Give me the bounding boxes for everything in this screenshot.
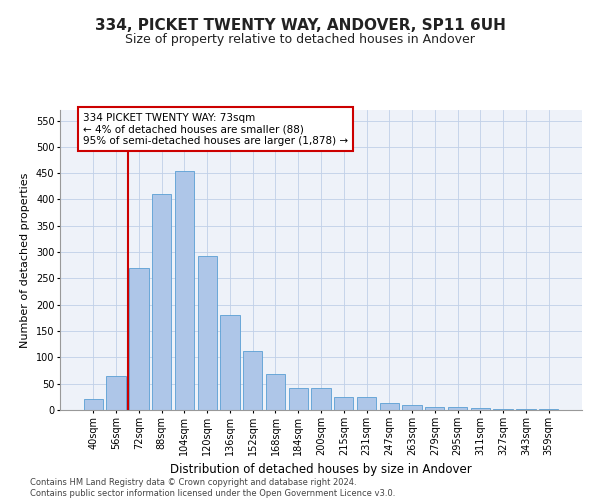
Bar <box>334 397 353 410</box>
Bar <box>266 374 285 410</box>
Bar <box>84 400 103 410</box>
Bar <box>403 404 422 410</box>
Text: 334 PICKET TWENTY WAY: 73sqm
← 4% of detached houses are smaller (88)
95% of sem: 334 PICKET TWENTY WAY: 73sqm ← 4% of det… <box>83 112 348 146</box>
Text: Contains HM Land Registry data © Crown copyright and database right 2024.
Contai: Contains HM Land Registry data © Crown c… <box>30 478 395 498</box>
Text: 334, PICKET TWENTY WAY, ANDOVER, SP11 6UH: 334, PICKET TWENTY WAY, ANDOVER, SP11 6U… <box>95 18 505 32</box>
Bar <box>357 397 376 410</box>
Y-axis label: Number of detached properties: Number of detached properties <box>20 172 30 348</box>
Bar <box>220 316 239 410</box>
X-axis label: Distribution of detached houses by size in Andover: Distribution of detached houses by size … <box>170 464 472 476</box>
Bar <box>106 376 126 410</box>
Bar <box>175 170 194 410</box>
Bar <box>243 350 262 410</box>
Bar <box>448 408 467 410</box>
Bar <box>425 408 445 410</box>
Bar <box>539 409 558 410</box>
Bar <box>470 408 490 410</box>
Bar <box>152 194 172 410</box>
Bar <box>197 256 217 410</box>
Bar <box>380 403 399 410</box>
Bar <box>493 409 513 410</box>
Bar <box>129 268 149 410</box>
Bar <box>289 388 308 410</box>
Text: Size of property relative to detached houses in Andover: Size of property relative to detached ho… <box>125 32 475 46</box>
Bar <box>311 388 331 410</box>
